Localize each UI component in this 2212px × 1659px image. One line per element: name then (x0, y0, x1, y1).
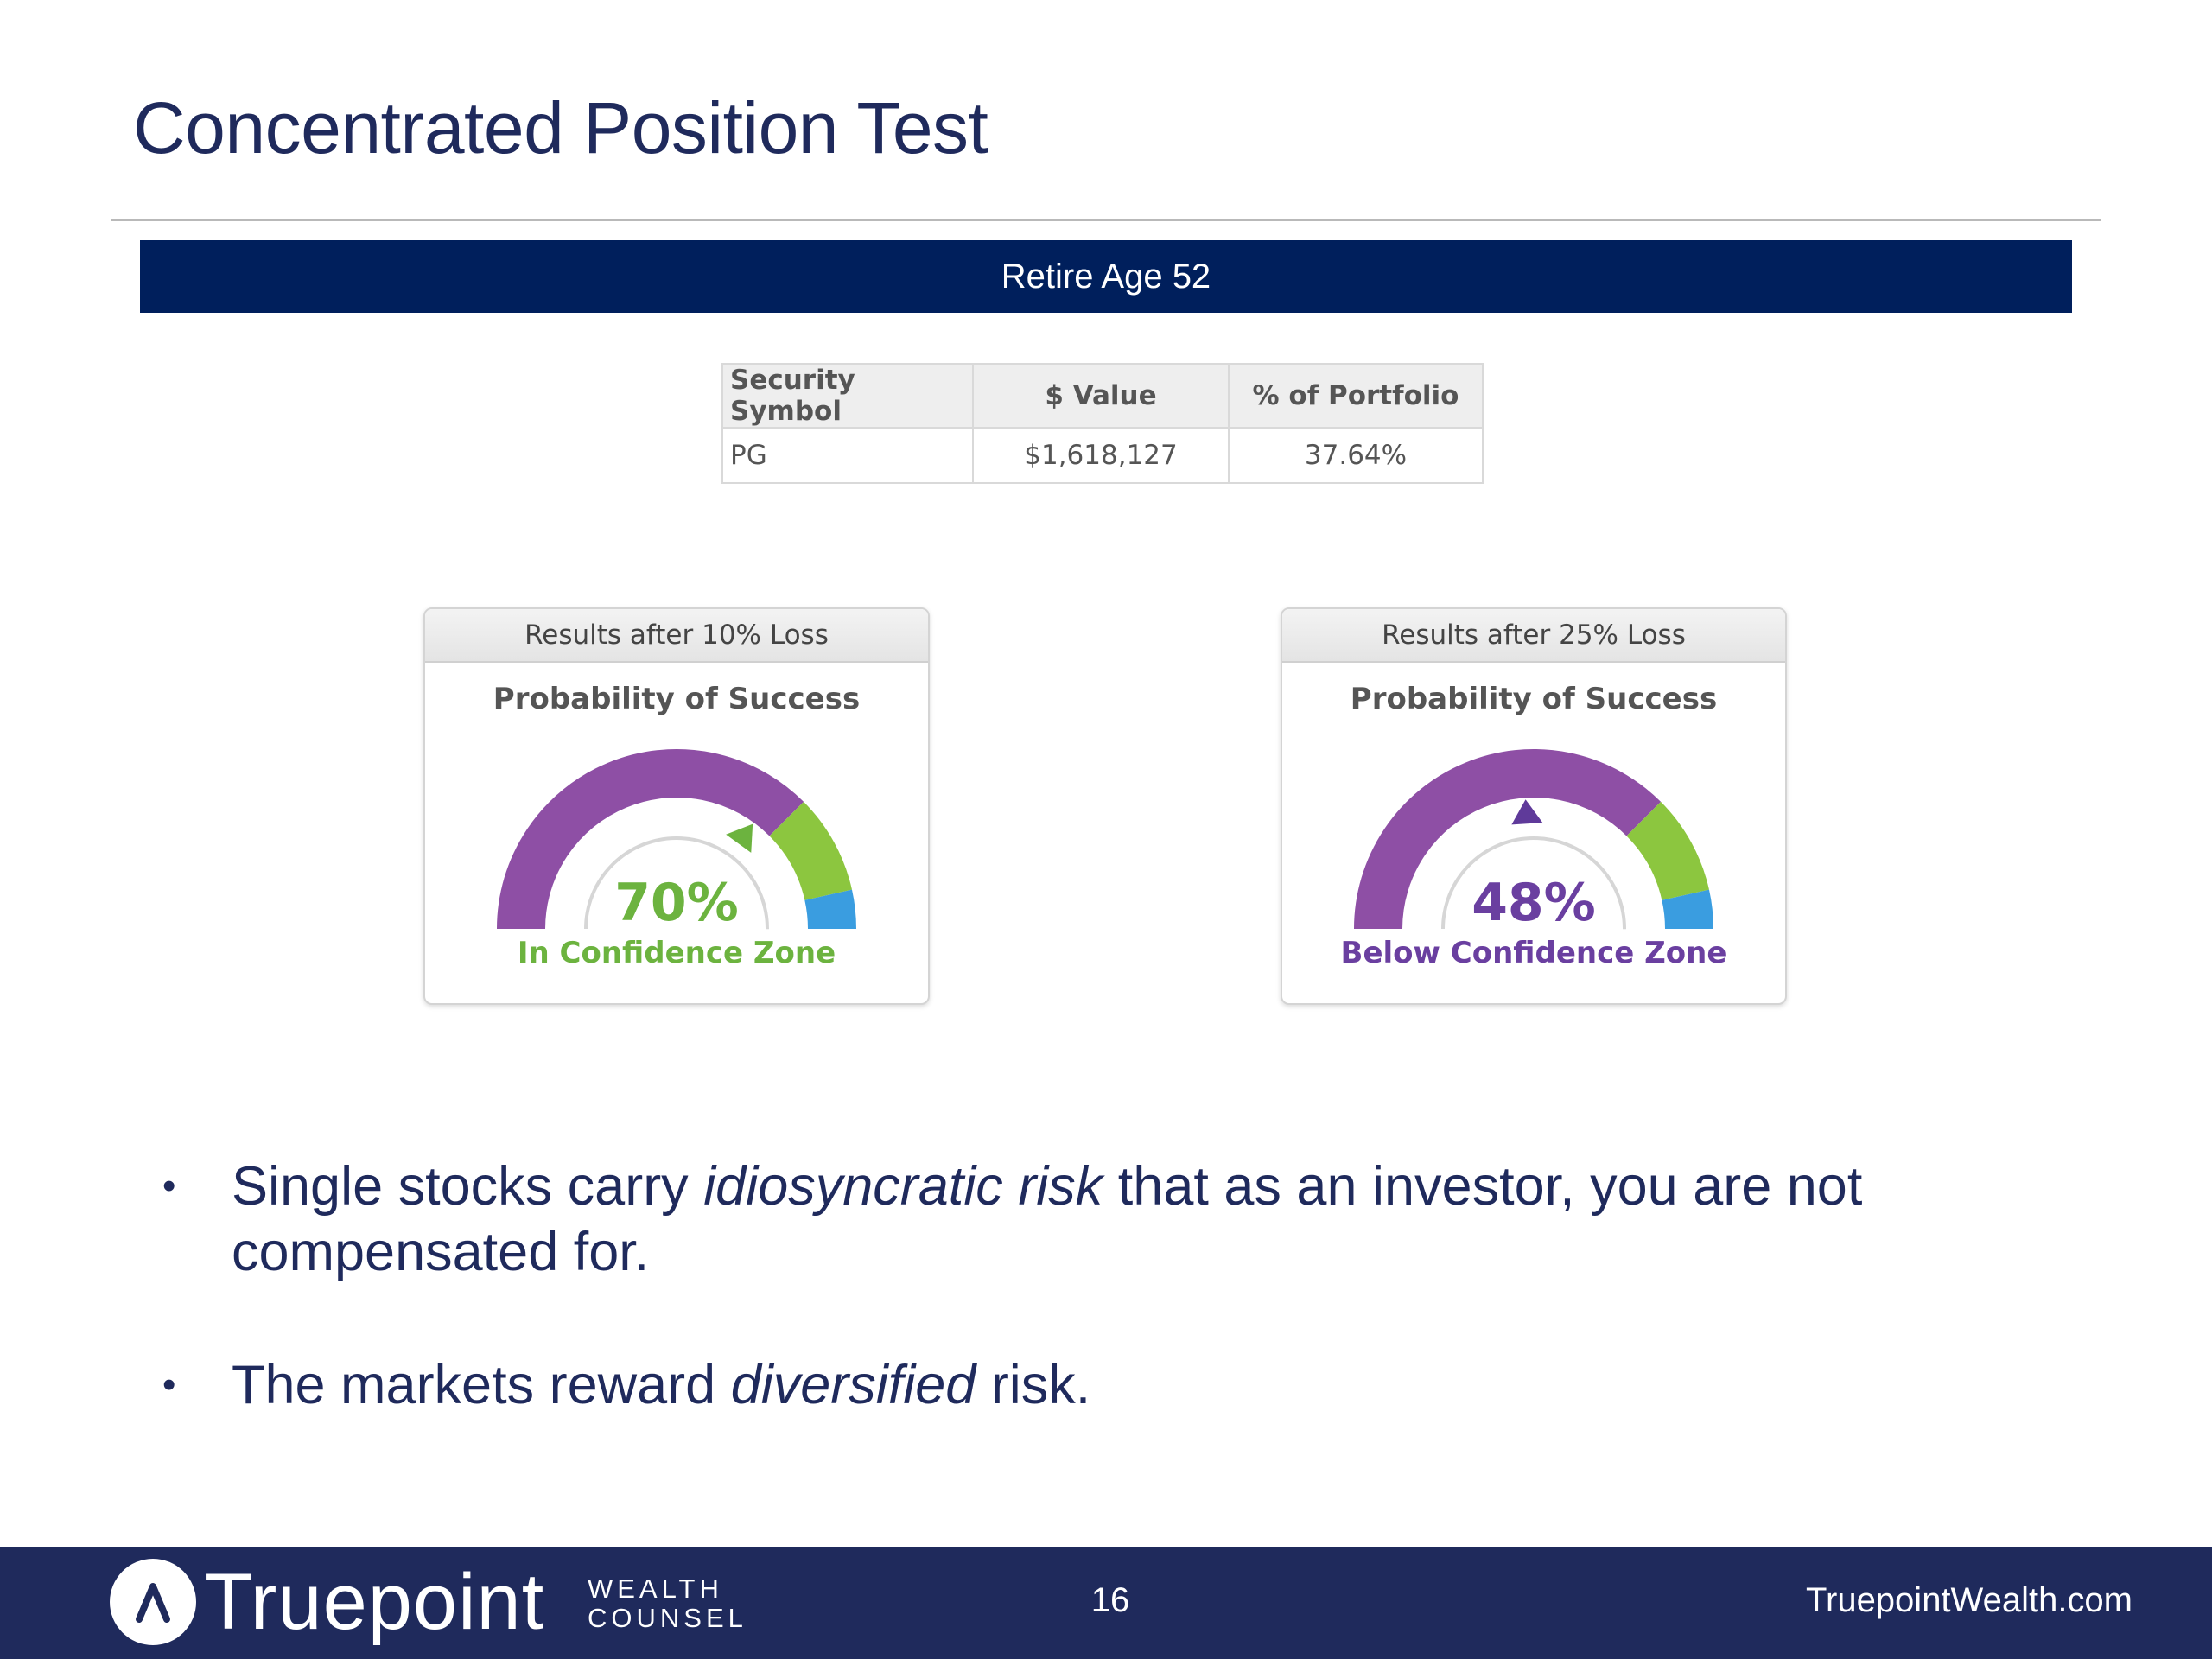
gauge-indicator (726, 823, 753, 853)
probability-gauge: 48% (1354, 749, 1713, 963)
truepoint-logo-icon (110, 1559, 196, 1645)
gauge-arc-blue (1662, 889, 1713, 930)
table-header-row: Security Symbol $ Value % of Portfolio (721, 363, 1484, 429)
col-percent-portfolio: % of Portfolio (1228, 363, 1484, 429)
gauge-value: 70% (614, 873, 739, 933)
bullet-text-post: that as an investor, you are not compens… (232, 1156, 1863, 1282)
gauge-panel-10-loss: Results after 10% Loss Probability of Su… (423, 607, 930, 1005)
brand-subtitle: WEALTH COUNSEL (588, 1574, 747, 1633)
gauge-inner-ring (1441, 836, 1626, 963)
gauge-indicator (1511, 799, 1543, 825)
banner-label: Retire Age 52 (1001, 257, 1211, 296)
cell-percent: 37.64% (1228, 427, 1484, 484)
panel-header: Results after 25% Loss (1282, 609, 1785, 663)
gauge-inner-ring (584, 836, 769, 963)
gauge-arc-purple (497, 749, 804, 930)
col-security-symbol: Security Symbol (721, 363, 974, 429)
slide-title: Concentrated Position Test (133, 87, 988, 168)
cell-symbol: PG (721, 427, 974, 484)
cell-value: $1,618,127 (972, 427, 1230, 484)
col-value: $ Value (972, 363, 1230, 429)
bullet-text-post: risk. (976, 1355, 1091, 1415)
zone-label: Below Confidence Zone (1340, 936, 1727, 970)
panel-header: Results after 10% Loss (425, 609, 928, 663)
bullet-text-pre: Single stocks carry (232, 1156, 704, 1217)
brand-sub-line-1: WEALTH (588, 1573, 723, 1604)
probability-gauge: 70% (497, 749, 856, 963)
bullet-text-emphasis: idiosyncratic risk (703, 1156, 1103, 1217)
bullet-text-emphasis: diversified (730, 1355, 976, 1415)
zone-label: In Confidence Zone (517, 936, 836, 970)
gauge-arc-green (1625, 801, 1709, 901)
title-divider (111, 219, 2101, 221)
bullet-item: • Single stocks carry idiosyncratic risk… (156, 1154, 2100, 1285)
bullet-dot: • (162, 1165, 176, 1207)
bullet-item: • The markets reward diversified risk. (156, 1352, 2100, 1418)
page-number: 16 (1090, 1581, 1130, 1619)
footer-bar: Truepoint WEALTH COUNSEL 16 TruepointWea… (0, 1547, 2212, 1659)
gauge-subtitle: Probability of Success (1350, 682, 1718, 716)
gauge-value: 48% (1471, 873, 1596, 933)
scenario-banner: Retire Age 52 (140, 240, 2072, 313)
gauge-arc-green (768, 801, 852, 901)
gauge-arc-blue (804, 889, 856, 930)
bullet-dot: • (162, 1363, 176, 1406)
website-link[interactable]: TruepointWealth.com (1806, 1581, 2133, 1619)
table-row: PG $1,618,127 37.64% (721, 427, 1484, 484)
bullet-text-pre: The markets reward (232, 1355, 731, 1415)
position-table: Security Symbol $ Value % of Portfolio P… (721, 363, 1484, 484)
gauge-arc-purple (1354, 749, 1662, 930)
brand-sub-line-2: COUNSEL (588, 1603, 747, 1633)
bullet-list: • Single stocks carry idiosyncratic risk… (156, 1154, 2100, 1485)
brand-name: Truepoint (204, 1558, 545, 1646)
gauge-panel-25-loss: Results after 25% Loss Probability of Su… (1281, 607, 1787, 1005)
gauge-subtitle: Probability of Success (493, 682, 861, 716)
